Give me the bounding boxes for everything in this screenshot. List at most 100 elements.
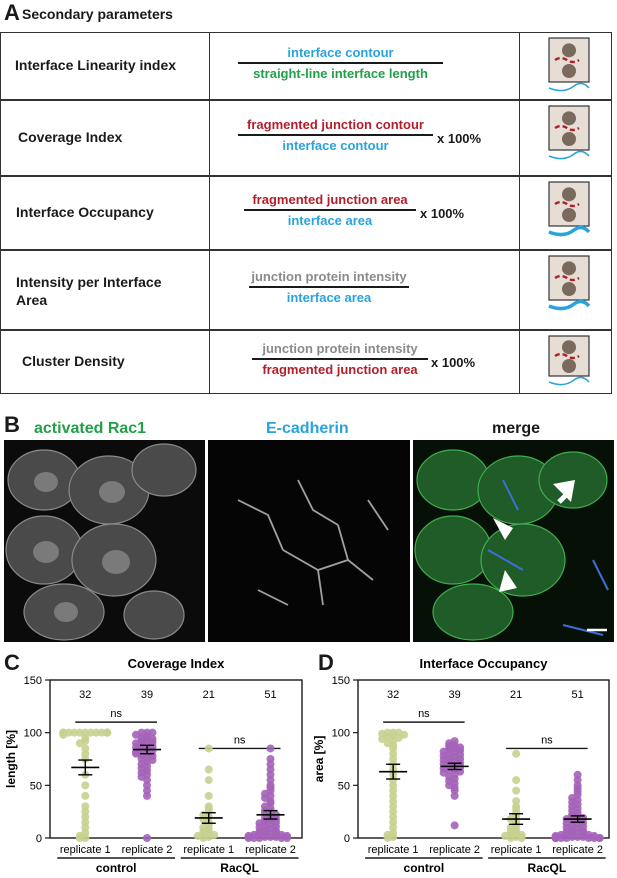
y-axis-label: length [%] (4, 730, 18, 788)
cell-divider (209, 177, 210, 249)
formula-multiplier: x 100% (420, 206, 465, 221)
chart-coverage-index: Coverage Index 0 50 100 150 length [%] 32 39 21 5… (4, 656, 303, 875)
panel-a-title: Secondary parameters (22, 6, 173, 22)
sample-count: 51 (572, 689, 584, 701)
formula-fraction: fragmented junction area interface area (244, 192, 416, 228)
formula-denominator: interface area (286, 289, 372, 305)
formula-fraction: junction protein intensity interface area (249, 269, 409, 305)
cell-divider (209, 331, 210, 393)
x-category-label: replicate 2 (429, 844, 480, 856)
data-point (81, 755, 90, 763)
data-point (450, 821, 459, 830)
data-point (70, 728, 79, 737)
significance-label: ns (541, 734, 553, 746)
data-point (557, 834, 566, 842)
label-e-cadherin: E-cadherin (266, 420, 349, 437)
parameter-row: Interface Occupancy fragmented junction a… (0, 176, 612, 250)
y-tick-label: 150 (24, 675, 42, 687)
data-point (584, 834, 593, 842)
data-point (81, 781, 90, 790)
cell-divider (209, 101, 210, 175)
data-point (143, 791, 152, 800)
cell-divider (519, 251, 520, 329)
significance-label: ns (110, 708, 122, 720)
data-point (255, 834, 264, 842)
data-point (204, 791, 213, 800)
formula-fraction: interface contour straight-line interface… (238, 45, 443, 81)
plot-frame (49, 679, 303, 839)
sample-count: 21 (203, 689, 215, 701)
label-activated-rac1: activated Rac1 (34, 420, 147, 437)
data-point (75, 728, 84, 737)
cell-divider (519, 101, 520, 175)
y-tick-label: 0 (36, 833, 42, 845)
micrograph-ecadherin (208, 440, 410, 642)
sample-count: 39 (141, 689, 153, 701)
data-point (81, 791, 90, 800)
sample-count: 32 (79, 689, 91, 701)
sample-count: 39 (449, 689, 461, 701)
x-category-label: replicate 1 (60, 844, 111, 856)
x-category-label: replicate 2 (245, 844, 296, 856)
cell-divider (519, 331, 520, 393)
formula-numerator: junction protein intensity (262, 341, 418, 356)
data-point (204, 744, 213, 753)
data-point (244, 834, 253, 842)
data-point (143, 834, 152, 842)
significance-label: ns (234, 734, 246, 746)
formula-numerator: fragmented junction contour (247, 117, 424, 132)
y-tick-label: 150 (332, 675, 350, 687)
data-point (551, 834, 560, 842)
data-point (81, 834, 90, 842)
y-tick-label: 0 (344, 833, 350, 845)
cell-pair-schematic-icon (548, 37, 590, 92)
sample-count: 21 (510, 689, 522, 701)
formula-numerator: fragmented junction area (252, 192, 408, 207)
data-point (103, 728, 112, 737)
data-point (266, 832, 275, 841)
formula-fraction: junction protein intensity fragmented jun… (252, 341, 428, 377)
chart-interface-occupancy: Interface Occupancy 0 50 100 150 area [%] 32 39… (312, 656, 610, 875)
formula-denominator: fragmented junction area (262, 361, 418, 377)
data-point (75, 739, 84, 748)
y-tick-label: 100 (332, 728, 350, 740)
formula-numerator: interface contour (287, 45, 394, 60)
data-point (283, 834, 291, 842)
data-point (199, 834, 208, 842)
data-point (590, 834, 599, 842)
data-point (573, 832, 582, 841)
data-point (439, 768, 448, 777)
formula-fraction: fragmented junction contour interface con… (238, 117, 433, 153)
parameter-name: Intensity per Interface Area (16, 274, 162, 308)
panel-a-letter: A (4, 0, 20, 25)
data-point (59, 730, 68, 739)
micrograph-rac1 (4, 440, 205, 642)
group-label: RacQL (220, 861, 259, 875)
data-point (97, 728, 106, 737)
fraction-bar (252, 358, 428, 360)
cell-divider (209, 251, 210, 329)
group-label: RacQL (528, 861, 567, 875)
data-point (86, 728, 95, 737)
data-point (75, 834, 84, 842)
sample-count: 51 (264, 689, 276, 701)
data-point (132, 749, 141, 758)
x-category-label: replicate 2 (122, 844, 173, 856)
parameter-name: Coverage Index (18, 129, 123, 145)
arrow-icon (553, 480, 575, 504)
panel-c-letter: C (4, 650, 20, 675)
data-point (148, 728, 157, 737)
cell-pair-schematic-icon (548, 335, 590, 386)
parameter-name: Interface Occupancy (16, 204, 154, 220)
data-point (378, 734, 387, 743)
data-point (450, 791, 459, 800)
data-point (512, 776, 521, 785)
data-point (512, 749, 521, 758)
cell-divider (209, 33, 210, 99)
micrograph-merge (413, 440, 614, 642)
cell-divider (519, 33, 520, 99)
significance-label: ns (418, 708, 430, 720)
data-point (506, 834, 515, 842)
parameter-row: Interface Linearity index interface conto… (0, 32, 612, 100)
data-point (204, 765, 213, 774)
